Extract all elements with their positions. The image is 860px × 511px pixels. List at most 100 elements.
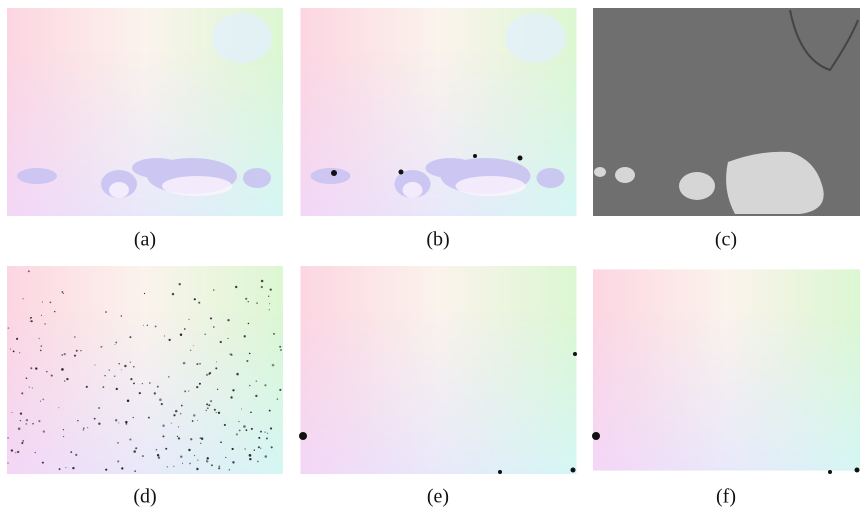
speckle — [66, 378, 68, 380]
speckle — [232, 389, 234, 391]
panel-e — [299, 266, 577, 474]
speckle — [190, 438, 192, 440]
speckle — [121, 369, 122, 370]
speckle — [21, 442, 23, 444]
speckle — [105, 469, 107, 471]
speckle — [22, 440, 24, 442]
speckle — [194, 455, 195, 456]
speckle — [254, 449, 256, 451]
speckle — [243, 425, 246, 428]
caption: (a) — [134, 229, 156, 251]
speckle — [76, 350, 78, 352]
speckle — [65, 467, 66, 468]
speckle — [16, 338, 18, 340]
speckle — [87, 427, 88, 428]
speckle — [196, 468, 198, 470]
speckle — [180, 413, 182, 415]
speckle — [114, 344, 115, 345]
speckle — [214, 409, 216, 411]
speckle — [154, 392, 156, 394]
speckle — [159, 398, 162, 401]
speckle — [236, 433, 238, 435]
speckle — [32, 423, 34, 425]
speckle — [251, 428, 253, 430]
speckle — [42, 398, 44, 400]
speckle — [215, 367, 217, 369]
speckle — [246, 360, 248, 362]
panel-c — [593, 8, 860, 216]
speckle — [40, 350, 42, 352]
speckle — [181, 405, 183, 407]
speckle — [11, 412, 12, 413]
speckle — [248, 323, 249, 324]
speckle — [7, 437, 9, 439]
speckle — [206, 374, 208, 376]
speckle — [144, 293, 145, 294]
speckle — [148, 417, 150, 419]
speckle — [184, 328, 186, 330]
speckle — [232, 461, 234, 463]
speckle — [270, 289, 272, 291]
speckle — [61, 368, 64, 371]
speckle — [235, 286, 237, 288]
speckle — [260, 431, 262, 433]
speckle — [121, 467, 123, 469]
speckle — [267, 433, 268, 434]
speckle — [190, 350, 191, 351]
speckle — [227, 338, 228, 339]
speckle — [18, 427, 21, 430]
figure: (a) (b) (c) (d) (e) (f) — [0, 0, 860, 511]
speckle — [182, 463, 183, 464]
speckle — [70, 451, 72, 453]
speckle — [135, 447, 137, 449]
speckle — [63, 436, 64, 437]
speckle — [245, 429, 247, 431]
speckle — [64, 353, 66, 355]
speckle — [216, 412, 217, 413]
caption: (e) — [427, 486, 449, 508]
speckle — [207, 407, 209, 409]
speckle — [102, 386, 104, 388]
speckle — [279, 389, 281, 391]
speckle — [72, 467, 74, 469]
speckle — [165, 448, 167, 450]
speckle — [200, 443, 201, 444]
panel-b — [301, 8, 577, 216]
panel-a — [7, 8, 283, 216]
speckle — [127, 400, 130, 403]
panel-d — [7, 266, 283, 474]
speckle — [125, 421, 127, 423]
speckle — [134, 470, 136, 472]
speckle — [188, 449, 190, 451]
speckle — [40, 345, 42, 347]
speckle — [197, 420, 198, 421]
speckle — [173, 466, 174, 467]
speckle — [193, 345, 194, 346]
speckle — [227, 319, 229, 321]
speckle — [63, 429, 64, 430]
speckle — [232, 448, 234, 450]
speckle — [270, 427, 272, 429]
speckle — [239, 429, 241, 431]
speckle — [133, 366, 134, 367]
speckle — [64, 380, 65, 381]
speckle — [50, 302, 52, 304]
speckle — [179, 283, 181, 285]
speckle — [189, 463, 191, 465]
speckle — [147, 325, 148, 326]
speckle — [19, 352, 20, 353]
speckle — [172, 293, 174, 295]
speckle — [162, 425, 164, 427]
speckle — [269, 303, 270, 304]
speckle — [218, 465, 220, 467]
speckle — [216, 362, 217, 363]
speckle — [192, 420, 194, 422]
speckle — [171, 423, 172, 424]
speckle — [213, 326, 215, 328]
caption: (b) — [426, 229, 449, 251]
speckle — [21, 392, 23, 394]
speckle — [42, 462, 44, 464]
speckle — [117, 442, 119, 444]
speckle — [280, 349, 282, 351]
speckle — [83, 428, 84, 429]
